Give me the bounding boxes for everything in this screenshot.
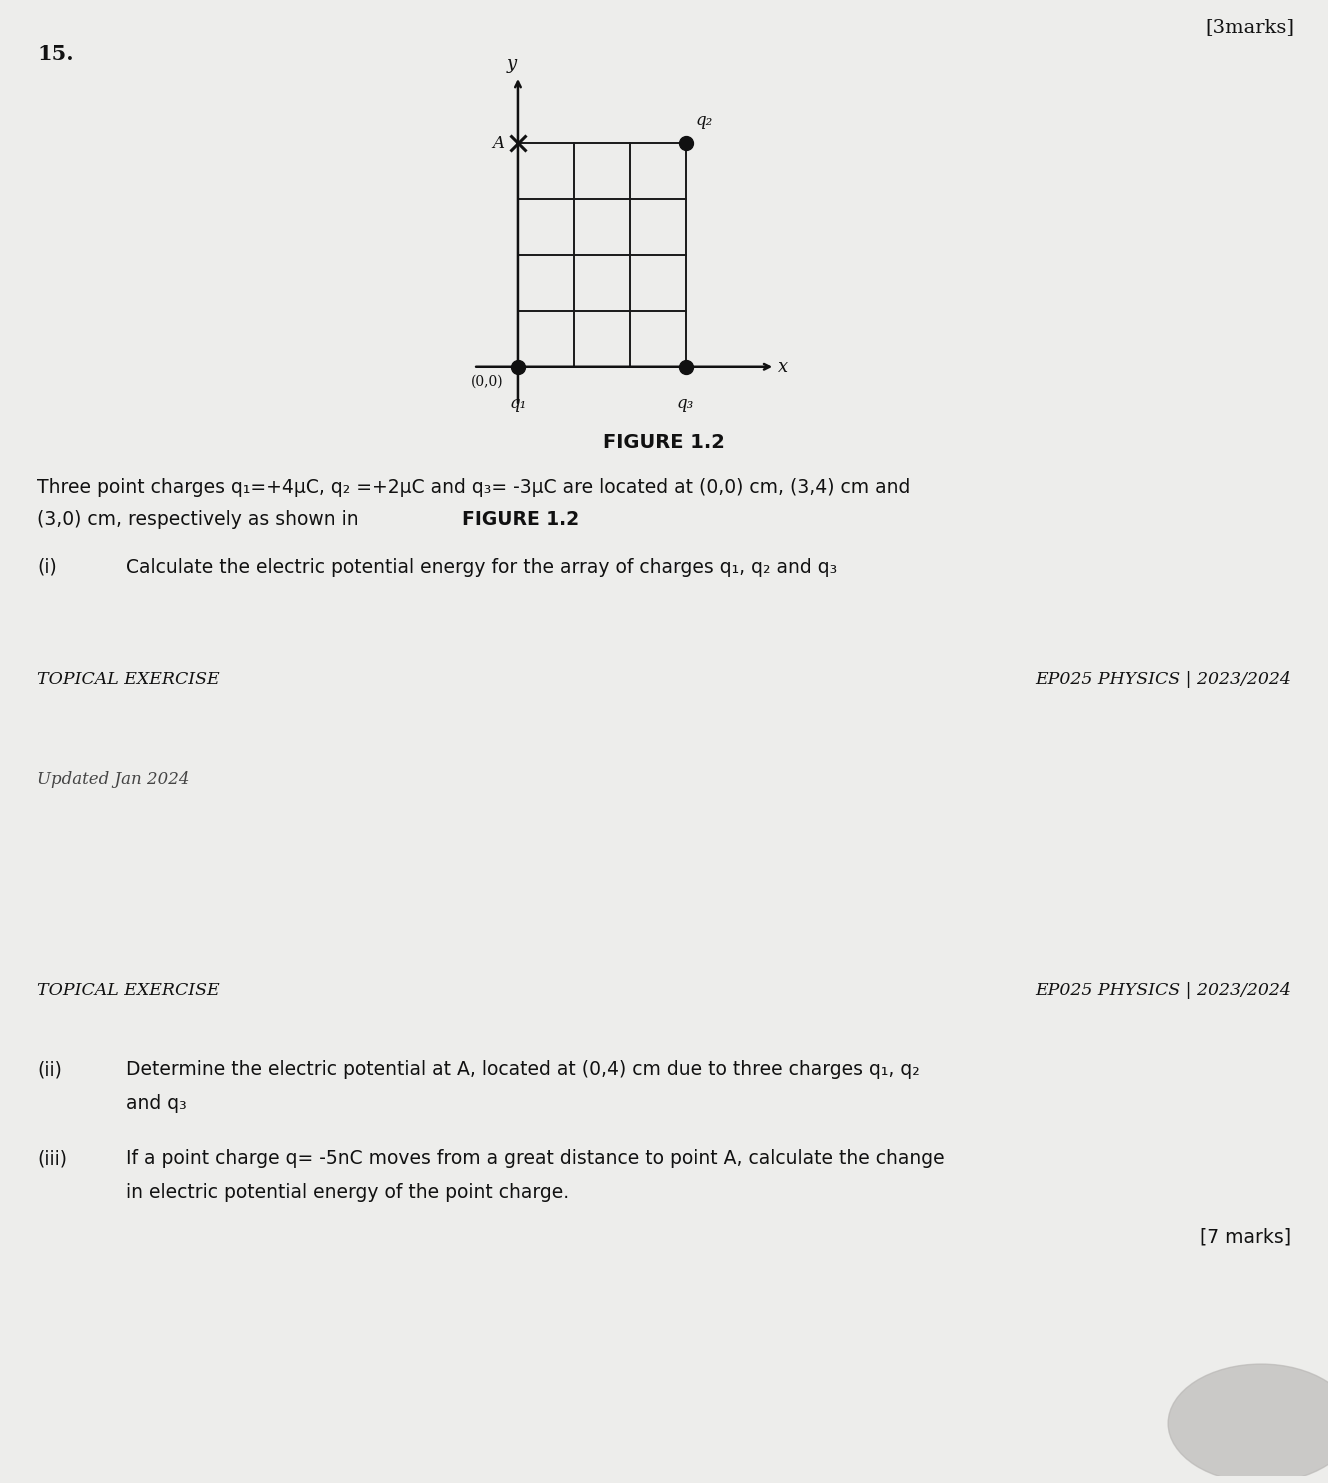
Text: If a point charge q= -5nC moves from a great distance to point A, calculate the : If a point charge q= -5nC moves from a g… xyxy=(126,1149,944,1169)
Text: (iii): (iii) xyxy=(37,1149,68,1169)
Text: in electric potential energy of the point charge.: in electric potential energy of the poin… xyxy=(126,1183,570,1203)
Text: y: y xyxy=(506,55,517,73)
Text: A: A xyxy=(491,135,505,151)
Point xyxy=(675,354,696,378)
Text: TOPICAL EXERCISE: TOPICAL EXERCISE xyxy=(37,982,220,998)
Text: [3marks]: [3marks] xyxy=(1206,18,1295,36)
Text: q₁: q₁ xyxy=(510,394,527,412)
Text: (0,0): (0,0) xyxy=(470,375,503,389)
Text: TOPICAL EXERCISE: TOPICAL EXERCISE xyxy=(37,672,220,688)
Circle shape xyxy=(1169,1364,1328,1483)
Text: Three point charges q₁=+4μC, q₂ =+2μC and q₃= -3μC are located at (0,0) cm, (3,4: Three point charges q₁=+4μC, q₂ =+2μC an… xyxy=(37,478,911,497)
Point xyxy=(675,132,696,156)
Text: EP025 PHYSICS | 2023/2024: EP025 PHYSICS | 2023/2024 xyxy=(1035,982,1291,998)
Text: q₂: q₂ xyxy=(696,113,713,129)
Text: (ii): (ii) xyxy=(37,1060,62,1080)
Text: [7 marks]: [7 marks] xyxy=(1199,1228,1291,1247)
Text: and q₃: and q₃ xyxy=(126,1094,187,1114)
Text: Updated Jan 2024: Updated Jan 2024 xyxy=(37,771,190,787)
Text: x: x xyxy=(778,357,788,375)
Text: 15.: 15. xyxy=(37,44,74,64)
Text: Calculate the electric potential energy for the array of charges q₁, q₂ and q₃: Calculate the electric potential energy … xyxy=(126,558,838,577)
Text: (i): (i) xyxy=(37,558,57,577)
Text: (3,0) cm, respectively as shown in: (3,0) cm, respectively as shown in xyxy=(37,510,365,529)
Text: EP025 PHYSICS | 2023/2024: EP025 PHYSICS | 2023/2024 xyxy=(1035,672,1291,688)
Text: FIGURE 1.2: FIGURE 1.2 xyxy=(603,433,725,452)
Text: q₃: q₃ xyxy=(677,394,695,412)
Text: FIGURE 1.2: FIGURE 1.2 xyxy=(462,510,579,529)
Point xyxy=(507,354,529,378)
Text: Determine the electric potential at A, located at (0,4) cm due to three charges : Determine the electric potential at A, l… xyxy=(126,1060,920,1080)
